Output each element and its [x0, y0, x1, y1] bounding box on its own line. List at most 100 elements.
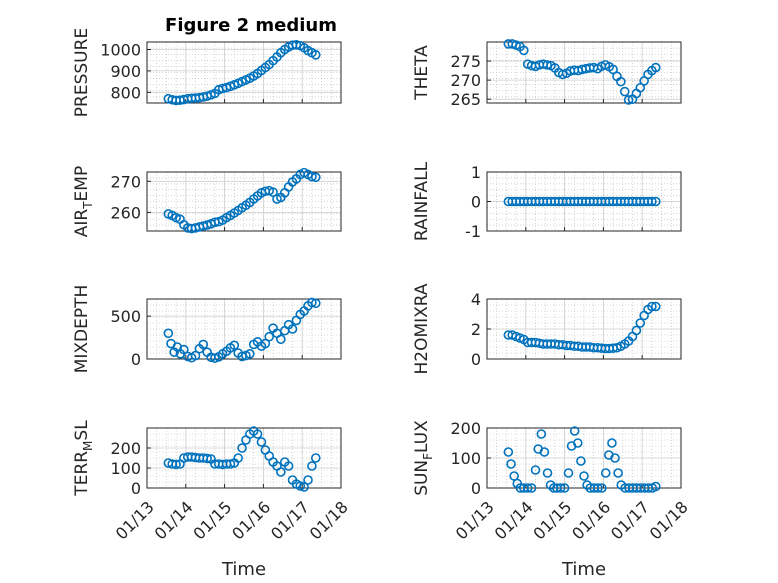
- subplot-pressure: 800 900 1000 PRESSURE: [72, 28, 342, 117]
- data-point: [276, 334, 286, 345]
- data-point: [650, 196, 661, 207]
- x-tick-label: 01/14: [491, 497, 537, 543]
- data-point: [252, 429, 263, 439]
- x-tick-label: 01/13: [452, 497, 498, 543]
- data-point: [593, 483, 603, 493]
- data-point: [171, 459, 181, 470]
- x-tick-label: 01/15: [189, 497, 235, 543]
- x-tick-label: 01/18: [646, 497, 692, 543]
- y-tick-label: 260: [110, 203, 141, 222]
- data-point: [608, 64, 618, 75]
- data-point: [647, 196, 657, 207]
- y-tick-label: 265: [450, 90, 481, 109]
- y-axis-label: MIXDEPTH: [72, 285, 92, 374]
- y-axis-label: TERRMSL: [72, 420, 95, 497]
- data-point: [530, 465, 541, 475]
- data-point: [506, 459, 516, 469]
- y-tick-label: 2: [471, 320, 481, 339]
- x-tick-label: 01/14: [151, 497, 197, 543]
- data-point: [264, 331, 275, 342]
- data-point: [635, 318, 646, 328]
- data-point: [563, 468, 574, 478]
- y-tick-label: 100: [450, 449, 481, 468]
- y-axis-label: PRESSURE: [72, 28, 92, 117]
- data-point: [307, 171, 317, 182]
- x-tick-label: 01/13: [112, 497, 158, 543]
- data-point: [519, 45, 529, 56]
- axes-box: [486, 41, 682, 104]
- subplot-h2omixra: 0 2 4 H2OMIXRA: [412, 283, 682, 375]
- data-point: [276, 467, 286, 477]
- y-tick-label: 800: [110, 83, 141, 102]
- data-point: [260, 338, 271, 349]
- x-tick-label: 01/16: [228, 497, 274, 543]
- data-point: [291, 39, 302, 50]
- y-axis-label: AIRTEMP: [72, 166, 95, 237]
- data-point: [256, 437, 267, 447]
- data-point: [503, 447, 514, 457]
- data-point: [597, 483, 607, 493]
- axes-box: [146, 427, 342, 489]
- y-tick-label: 200: [450, 419, 481, 438]
- data-point: [303, 475, 313, 485]
- data-point: [579, 471, 589, 481]
- x-axis-label: Time: [221, 559, 266, 580]
- y-tick-label: 100: [110, 459, 141, 478]
- data-point: [610, 453, 620, 463]
- y-axis-label: H2OMIXRA: [412, 283, 432, 374]
- x-tick-label: 01/15: [529, 497, 575, 543]
- data-point: [631, 325, 642, 336]
- y-tick-label: 900: [110, 62, 141, 81]
- data-point: [619, 86, 630, 97]
- data-point: [536, 429, 547, 439]
- data-point: [163, 328, 174, 339]
- x-tick-label: 01/17: [607, 497, 653, 543]
- data-point: [647, 301, 657, 312]
- y-tick-label: 270: [450, 71, 481, 90]
- data-point: [542, 60, 552, 70]
- x-tick-label: 01/16: [568, 497, 614, 543]
- y-tick-label: 4: [471, 290, 481, 309]
- y-tick-label: -1: [465, 222, 481, 241]
- data-point: [539, 447, 550, 457]
- data-point: [613, 468, 623, 478]
- data-point: [526, 483, 537, 493]
- axes-box: [146, 171, 342, 232]
- y-tick-label: 1000: [100, 40, 141, 59]
- data-point: [557, 69, 568, 80]
- y-tick-label: 1: [471, 163, 481, 182]
- data-point: [310, 453, 321, 463]
- y-tick-label: 200: [110, 439, 141, 458]
- data-point: [295, 481, 306, 491]
- data-point: [245, 349, 255, 359]
- y-tick-label: 270: [110, 172, 141, 191]
- y-tick-label: 275: [450, 52, 481, 71]
- data-point: [542, 468, 553, 478]
- data-point: [650, 481, 661, 492]
- y-tick-label: 500: [110, 307, 141, 326]
- data-point: [283, 461, 294, 471]
- y-axis-label: THETA: [412, 45, 432, 101]
- data-point: [299, 482, 309, 492]
- y-axis-label: RAINFALL: [412, 161, 432, 241]
- data-point: [623, 95, 634, 105]
- data-point: [607, 438, 617, 448]
- y-tick-label: 0: [131, 479, 141, 498]
- x-tick-label: 01/17: [267, 497, 313, 543]
- data-point: [635, 82, 646, 93]
- data-point: [225, 459, 236, 469]
- subplot-air_temp: 260 270 AIRTEMP: [72, 166, 342, 237]
- data-point: [548, 483, 559, 493]
- data-point: [576, 456, 586, 466]
- data-point: [202, 453, 212, 464]
- data-point: [310, 298, 321, 309]
- subplot-rainfall: -1 0 1 RAINFALL: [412, 161, 682, 241]
- data-point: [631, 88, 642, 99]
- data-point: [190, 350, 201, 361]
- data-point: [307, 461, 317, 471]
- data-point: [310, 50, 321, 60]
